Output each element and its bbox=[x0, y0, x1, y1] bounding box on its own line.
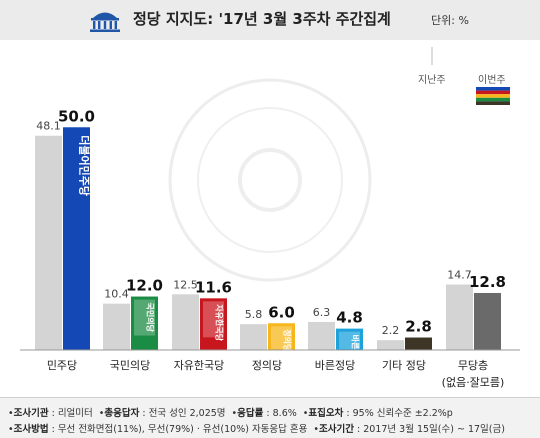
survey-info-value: : 무선 전화면접(11%), 무선(79%) · 유선(10%) 자동응답 혼… bbox=[48, 424, 308, 435]
bullet-icon: • bbox=[313, 424, 320, 435]
national-assembly-icon bbox=[90, 12, 120, 32]
category-label-6: 무당층 bbox=[458, 359, 488, 372]
category-sublabel-6: (없음·잘모름) bbox=[442, 376, 505, 389]
survey-info-value: : 리얼미터 bbox=[48, 408, 93, 419]
party-logo-1: 국민의당 bbox=[146, 303, 156, 333]
survey-info-label: 조사기간 bbox=[319, 424, 354, 435]
value-label-current-6: 12.8 bbox=[469, 273, 506, 291]
survey-row2-item-1: •조사기간 : 2017년 3월 15일(수) ~ 17일(금) bbox=[313, 424, 505, 435]
category-label-4: 바른정당 bbox=[315, 359, 355, 372]
legend-current-swatch bbox=[476, 90, 510, 95]
category-label-0: 민주당 bbox=[47, 359, 77, 372]
survey-row1-item-3: •표집오차 : 95% 신뢰수준 ±2.2%p bbox=[303, 408, 453, 419]
value-label-previous-5: 2.2 bbox=[382, 324, 400, 337]
header-bar: 정당 지지도: '17년 3월 3주차 주간집계 단위: % bbox=[0, 0, 540, 40]
bar-previous-5 bbox=[377, 340, 404, 350]
survey-info-row-2: •조사방법 : 무선 전화면접(11%), 무선(79%) · 유선(10%) … bbox=[8, 421, 511, 435]
bar-current-0 bbox=[63, 127, 90, 350]
survey-row1-item-0: •조사기관 : 리얼미터 bbox=[8, 408, 93, 419]
bar-previous-3 bbox=[240, 324, 267, 350]
survey-info-value: : 전국 성인 2,025명 bbox=[139, 408, 226, 419]
value-label-current-4: 4.8 bbox=[336, 309, 363, 327]
party-logo-box-4 bbox=[339, 331, 360, 349]
category-label-3: 정의당 bbox=[252, 359, 282, 372]
survey-info-value: : 8.6% bbox=[263, 408, 297, 419]
party-logo-box-2 bbox=[203, 301, 224, 338]
party-logo-3: 정의당 bbox=[283, 329, 293, 352]
value-label-current-3: 6.0 bbox=[268, 303, 295, 321]
value-label-current-2: 11.6 bbox=[195, 278, 232, 296]
bar-current-2 bbox=[200, 298, 227, 350]
value-label-current-0: 50.0 bbox=[58, 107, 95, 125]
survey-info-label: 응답률 bbox=[237, 408, 264, 419]
party-logo-box-1 bbox=[134, 299, 155, 336]
value-label-previous-1: 10.4 bbox=[104, 288, 129, 301]
watermark-seal-icon bbox=[168, 78, 372, 282]
survey-info: •조사기관 : 리얼미터 •총응답자 : 전국 성인 2,025명 •응답률 : 8… bbox=[0, 397, 540, 438]
survey-info-label: 총응답자 bbox=[104, 408, 140, 419]
value-label-previous-6: 14.7 bbox=[447, 269, 472, 282]
value-label-previous-3: 5.8 bbox=[245, 308, 263, 321]
category-label-2: 자유한국당 bbox=[174, 359, 225, 372]
bullet-icon: • bbox=[8, 424, 14, 435]
bar-current-1 bbox=[131, 296, 158, 350]
bar-previous-6 bbox=[446, 284, 473, 350]
bullet-icon: • bbox=[302, 408, 309, 419]
party-logo-0: 더불어민주당 bbox=[78, 135, 92, 196]
value-label-previous-0: 48.1 bbox=[36, 120, 61, 133]
bullet-icon: • bbox=[231, 408, 238, 419]
unit-label: 단위: % bbox=[431, 14, 469, 27]
bar-current-4 bbox=[336, 328, 363, 350]
survey-info-value: : 95% 신뢰수준 ±2.2%p bbox=[343, 408, 453, 419]
bar-chart: 48.1 50.0 더불어민주당 민주당 10.4 12.0 국민의당 국민의당 12.5 11.… bbox=[0, 40, 540, 397]
party-logo-2: 자유한국당 bbox=[215, 304, 225, 341]
survey-info-label: 표집오차 bbox=[308, 408, 344, 419]
chart-canvas: 48.150.0더불어민주당민주당10.412.0국민의당국민의당12.511.… bbox=[20, 47, 520, 389]
bullet-icon: • bbox=[8, 408, 14, 419]
legend-previous-label: 지난주 bbox=[418, 75, 446, 86]
bar-previous-0 bbox=[35, 135, 62, 350]
bar-current-5 bbox=[405, 337, 432, 350]
survey-row2-item-0: •조사방법 : 무선 전화면접(11%), 무선(79%) · 유선(10%) … bbox=[8, 424, 307, 435]
legend-current-swatch bbox=[476, 87, 510, 91]
value-label-current-5: 2.8 bbox=[405, 318, 432, 336]
survey-info-label: 조사방법 bbox=[13, 424, 49, 435]
legend-current-label: 이번주 bbox=[478, 75, 506, 86]
value-label-previous-4: 6.3 bbox=[313, 306, 331, 319]
legend-spacer bbox=[476, 49, 510, 65]
party-logo-box-3 bbox=[271, 326, 292, 349]
legend-current-swatch bbox=[476, 101, 510, 105]
legend-current-swatch bbox=[476, 94, 510, 98]
category-label-1: 국민의당 bbox=[110, 359, 150, 372]
survey-info-value: : 2017년 3월 15일(수) ~ 17일(금) bbox=[353, 424, 505, 435]
legend-previous-tick bbox=[431, 47, 433, 65]
bar-previous-4 bbox=[308, 321, 335, 350]
bar-previous-1 bbox=[103, 303, 130, 350]
survey-info-row-1: •조사기관 : 리얼미터 •총응답자 : 전국 성인 2,025명 •응답률 : 8… bbox=[8, 405, 459, 419]
category-label-5: 기타 정당 bbox=[382, 359, 426, 372]
value-label-previous-2: 12.5 bbox=[173, 278, 198, 291]
value-label-current-1: 12.0 bbox=[126, 277, 163, 295]
bar-previous-2 bbox=[172, 294, 199, 350]
bullet-icon: • bbox=[98, 408, 105, 419]
survey-row1-item-1: •총응답자 : 전국 성인 2,025명 bbox=[99, 408, 226, 419]
survey-info-label: 조사기관 bbox=[13, 408, 49, 419]
legend-current-swatch bbox=[476, 97, 510, 102]
bar-current-6 bbox=[474, 292, 501, 350]
survey-row1-item-2: •응답률 : 8.6% bbox=[232, 408, 297, 419]
bar-current-3 bbox=[268, 323, 295, 350]
page-title: 정당 지지도: '17년 3월 3주차 주간집계 bbox=[133, 10, 391, 28]
